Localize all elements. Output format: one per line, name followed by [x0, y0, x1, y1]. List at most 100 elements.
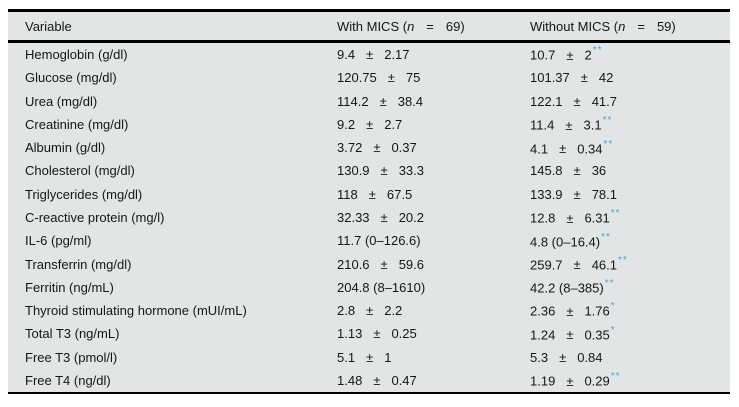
plus-minus-sign: ± — [366, 47, 374, 63]
table-row: Thyroid stimulating hormone (mUI/mL) 2.8… — [8, 299, 730, 322]
mean-value: 32.33 — [337, 209, 370, 225]
plus-minus-sign: ± — [373, 140, 381, 156]
mean-value: 210.6 — [337, 256, 370, 272]
without-mics-cell: 259.7 ±46.1** — [530, 254, 730, 273]
plus-minus-sign: ± — [559, 140, 567, 156]
variable-cell: Creatinine (mg/dl) — [8, 117, 337, 132]
header-with-mics-n: n — [407, 18, 415, 34]
without-mics-cell: 10.7 ±2** — [530, 45, 730, 63]
plus-minus-sign: ± — [366, 349, 374, 365]
variable-cell: Cholesterol (mg/dl) — [8, 163, 337, 178]
mean-value: 145.8 — [530, 163, 563, 179]
mean-value: 5.3 — [530, 349, 549, 365]
mean-value: 2.8 — [337, 303, 356, 319]
mean-value: 1.13 — [337, 326, 363, 342]
table-row: Transferrin (mg/dl) 210.6 ±59.6 259.7 ±46.… — [8, 252, 730, 275]
plus-minus-sign: ± — [566, 373, 574, 389]
plus-minus-sign: ± — [366, 116, 374, 132]
variable-cell: Albumin (g/dl) — [8, 140, 337, 155]
sd-value: 78.1 — [591, 186, 617, 202]
without-mics-cell: 12.8 ±6.31** — [530, 208, 730, 225]
sd-value: 42 — [598, 70, 614, 86]
table-row: Urea (mg/dl) 114.2 ±38.4 122.1 ±41.7 — [8, 90, 730, 113]
significance-marker: ** — [610, 208, 621, 220]
mean-value: 5.1 — [337, 349, 356, 365]
sd-value: 38.4 — [397, 93, 424, 109]
variable-name: Transferrin (mg/dl) — [25, 256, 132, 272]
sd-value: 2 — [584, 47, 592, 63]
significance-marker: ** — [618, 254, 628, 266]
table-row: Total T3 (ng/mL) 1.13 ±0.25 1.24 ±0.35* — [8, 322, 730, 345]
mean-value: 122.1 — [530, 93, 563, 109]
mean-value: 204.8 (8–1610) — [337, 279, 426, 295]
header-without-mics-prefix: Without MICS ( — [530, 18, 619, 34]
table-row: Hemoglobin (g/dl) 9.4 ±2.17 10.7 ±2** — [8, 43, 730, 66]
mean-value: 130.9 — [337, 163, 370, 179]
table-row: Free T4 (ng/dl) 1.48 ±0.47 1.19 ±0.29** — [8, 369, 730, 392]
sd-value: 0.25 — [391, 326, 417, 342]
variable-cell: Glucose (mg/dl) — [8, 70, 337, 85]
mics-comparison-table: Variable With MICS (n = 69) Without MICS (… — [8, 9, 730, 394]
significance-marker: ** — [601, 231, 611, 243]
significance-marker: ** — [592, 45, 603, 57]
sd-value: 0.35 — [584, 326, 610, 342]
with-mics-cell: 9.4 ±2.17 — [337, 47, 530, 62]
mean-value: 4.1 — [530, 140, 549, 156]
plus-minus-sign: ± — [380, 209, 388, 225]
mean-value: 101.37 — [530, 70, 570, 86]
plus-minus-sign: ± — [366, 303, 374, 319]
header-variable-column: Variable — [8, 19, 337, 34]
sd-value: 1 — [384, 349, 392, 365]
without-mics-cell: 1.19 ±0.29** — [530, 371, 730, 389]
table-body: Hemoglobin (g/dl) 9.4 ±2.17 10.7 ±2** Gluc… — [8, 43, 730, 392]
variable-name: IL-6 (pg/ml) — [25, 233, 92, 249]
variable-name: Hemoglobin (g/dl) — [25, 47, 128, 63]
variable-cell: Ferritin (ng/mL) — [8, 280, 337, 295]
sd-value: 46.1 — [591, 257, 617, 273]
variable-name: Albumin (g/dl) — [25, 140, 106, 156]
without-mics-cell: 2.36 ±1.76* — [530, 301, 730, 319]
significance-marker: ** — [610, 371, 621, 383]
mean-value: 9.4 — [337, 47, 356, 63]
variable-cell: Free T4 (ng/dl) — [8, 373, 337, 388]
with-mics-cell: 1.48 ±0.47 — [337, 373, 530, 388]
variable-cell: Transferrin (mg/dl) — [8, 257, 337, 272]
table-row: Cholesterol (mg/dl) 130.9 ±33.3 145.8 ±36 — [8, 159, 730, 182]
sd-value: 2.2 — [384, 303, 403, 319]
sd-value: 3.1 — [583, 117, 602, 133]
variable-name: Ferritin (ng/mL) — [25, 279, 114, 295]
plus-minus-sign: ± — [566, 326, 574, 342]
sd-value: 36 — [591, 163, 607, 179]
plus-minus-sign: ± — [566, 47, 574, 63]
without-mics-cell: 145.8 ±36 — [530, 163, 730, 178]
plus-minus-sign: ± — [380, 163, 388, 179]
without-mics-cell: 1.24 ±0.35* — [530, 325, 730, 342]
with-mics-cell: 5.1 ±1 — [337, 350, 530, 365]
sd-value: 0.29 — [584, 373, 610, 389]
variable-cell: Hemoglobin (g/dl) — [8, 47, 337, 62]
sd-value: 75 — [405, 70, 421, 86]
table-row: IL-6 (pg/ml) 11.7 (0–126.6) 4.8 (0–16.4)… — [8, 229, 730, 252]
sd-value: 59.6 — [398, 256, 424, 272]
significance-marker: * — [610, 301, 616, 313]
plus-minus-sign: ± — [580, 70, 588, 86]
significance-marker: ** — [602, 115, 613, 127]
variable-name: Thyroid stimulating hormone (mUI/mL) — [25, 303, 247, 319]
header-without-mics-n: n — [618, 18, 626, 34]
plus-minus-sign: ± — [573, 163, 581, 179]
header-variable-label: Variable — [25, 18, 72, 34]
mean-value: 133.9 — [530, 186, 563, 202]
with-mics-cell: 32.33 ±20.2 — [337, 210, 530, 225]
sd-value: 33.3 — [398, 163, 424, 179]
variable-cell: Urea (mg/dl) — [8, 94, 337, 109]
plus-minus-sign: ± — [573, 93, 581, 109]
mean-value: 11.4 — [530, 117, 555, 133]
significance-marker: ** — [603, 138, 614, 150]
variable-name: Free T3 (pmol/l) — [25, 349, 118, 365]
plus-minus-sign: ± — [565, 117, 573, 133]
variable-cell: Triglycerides (mg/dl) — [8, 187, 337, 202]
plus-minus-sign: ± — [566, 303, 574, 319]
with-mics-cell: 2.8 ±2.2 — [337, 303, 530, 318]
mean-value: 9.2 — [337, 116, 356, 132]
table-row: Glucose (mg/dl) 120.75 ±75 101.37 ±42 — [8, 66, 730, 89]
